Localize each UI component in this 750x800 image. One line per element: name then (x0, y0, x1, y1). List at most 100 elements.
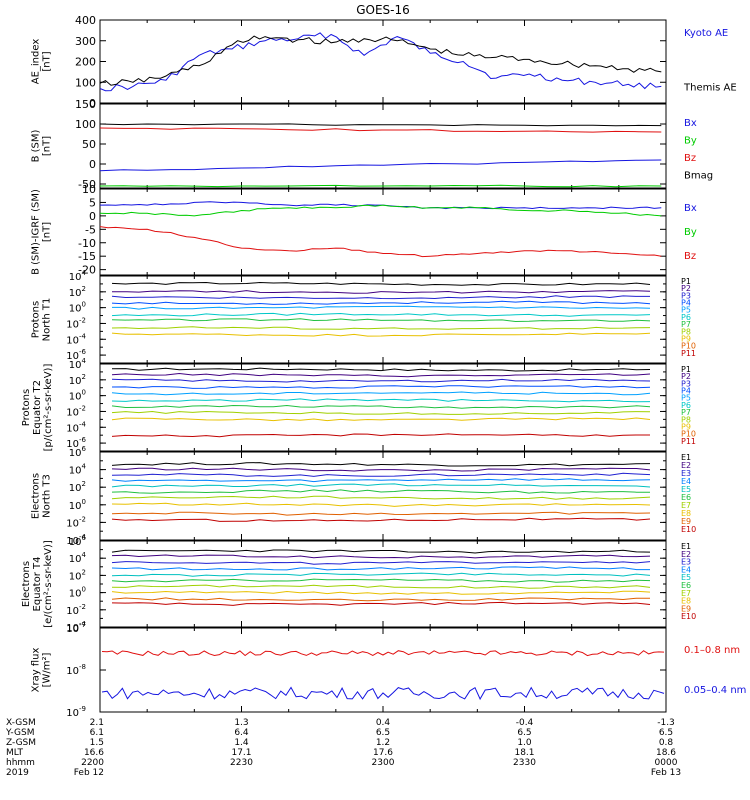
series-line-p7 (111, 404, 651, 409)
y-axis-label: Electrons (21, 561, 32, 607)
legend-entry: P10 (681, 430, 696, 439)
series-line-e5 (111, 572, 651, 577)
y-axis-label: Electrons (31, 473, 42, 519)
y-axis-label: Protons (21, 389, 32, 426)
legend-entry: P4 (681, 299, 691, 308)
series-line-bx (99, 159, 662, 172)
y-tick-label: -20 (78, 264, 96, 277)
series-line-p2 (111, 372, 651, 378)
x-axis-value: 17.1 (231, 748, 251, 758)
legend-entry: Bx (684, 203, 697, 214)
series-line-e10 (111, 517, 651, 522)
series-line-p6 (111, 312, 651, 317)
legend-entry: E5 (681, 485, 691, 494)
legend-entry: E10 (681, 612, 696, 621)
legend-entry: E9 (681, 604, 691, 613)
y-tick-label: 10-2 (66, 404, 86, 418)
figure-title: GOES-16 (356, 3, 410, 17)
panel-bsm: -50 0 50 100 150 B (SM) [nT] Bx By Bz Bmag (31, 98, 714, 191)
y-tick-label: -15 (78, 250, 96, 263)
y-tick-label: 104 (69, 357, 87, 371)
legend-entry: P1 (681, 277, 691, 286)
y-axis-label: [nT] (42, 222, 53, 242)
legend-entry: P7 (681, 320, 691, 329)
legend-entry: E3 (681, 469, 691, 478)
legend-entry: P1 (681, 365, 691, 374)
y-tick-label: 10 (82, 183, 96, 196)
y-tick-label: 100 (69, 586, 86, 600)
y-tick-label: 102 (69, 480, 86, 494)
legend-entry: P5 (681, 394, 691, 403)
x-axis-value: 6.5 (517, 728, 531, 738)
series-line-e2 (111, 467, 651, 472)
y-tick-label: 10-2 (66, 603, 86, 617)
x-axis-value: 6.5 (659, 728, 673, 738)
y-tick-label: 50 (82, 138, 96, 151)
y-axis-label: North T1 (42, 298, 53, 342)
legend-entry: 0.05–0.4 nm (684, 685, 746, 696)
series-line-e8 (111, 502, 651, 507)
x-axis-value: 2200 (81, 758, 104, 768)
legend-entry: P6 (681, 401, 691, 410)
series-line-p9 (111, 417, 651, 422)
y-tick-label: 104 (69, 269, 87, 283)
y-axis-label: B (SM) (31, 129, 42, 162)
x-axis-row-label: 2019 (6, 768, 29, 778)
legend-entry: P8 (681, 415, 691, 424)
series-line-p11 (111, 433, 650, 438)
x-axis-table: X-GSMY-GSMZ-GSMMLThhmm20192.16.11.516.62… (5, 718, 681, 778)
x-axis-value: 1.3 (234, 718, 248, 728)
y-axis-label: Xray flux (31, 648, 42, 693)
series-line-xray-long (101, 650, 665, 657)
series-line-e6 (111, 578, 651, 583)
series-line-e10 (111, 601, 651, 606)
x-axis-value: 1.2 (376, 738, 390, 748)
legend-entry: P9 (681, 334, 691, 343)
y-tick-label: 10-7 (66, 621, 86, 635)
series-line-e5 (111, 483, 651, 488)
y-tick-label: 10-8 (66, 663, 86, 677)
legend-entry: Kyoto AE (684, 28, 728, 39)
panel-xray: 10-9 10-8 10-7 Xray flux [W/m²] 0.1–0.8 nm 0.0… (31, 621, 747, 719)
y-tick-label: 300 (75, 35, 96, 48)
y-tick-label: 106 (69, 534, 87, 548)
panel-frame (99, 188, 667, 276)
x-axis-value: 1.5 (90, 738, 104, 748)
y-axis-label: AE_index (31, 39, 42, 85)
series-line-p5 (111, 391, 651, 396)
legend-entry: E6 (681, 493, 691, 502)
y-tick-label: -5 (85, 223, 96, 236)
series-line-p8 (111, 410, 651, 415)
legend-entry: Bz (684, 251, 696, 262)
y-tick-label: 100 (75, 118, 96, 131)
y-tick-label: 102 (69, 373, 86, 387)
panel-frame (99, 627, 667, 713)
legend-entry: E1 (681, 542, 691, 551)
x-axis-value: 17.6 (373, 748, 393, 758)
legend-entry: P6 (681, 313, 691, 322)
x-axis-value: -0.4 (516, 718, 534, 728)
series-line-e4 (111, 566, 650, 571)
x-axis-row-label: X-GSM (6, 718, 36, 728)
y-tick-label: 100 (69, 498, 86, 512)
x-axis-value: Feb 13 (651, 768, 681, 778)
legend-entry: Bx (684, 118, 697, 129)
x-axis-row-label: Z-GSM (6, 738, 36, 748)
legend-entry: E2 (681, 550, 691, 559)
series-line-e1 (111, 549, 651, 554)
y-axis-label: [W/m²] (42, 652, 53, 687)
legend-entry: P3 (681, 379, 691, 388)
y-tick-label: -50 (78, 178, 96, 191)
series-line-xray-short (101, 686, 665, 701)
legend-entry: P11 (681, 349, 696, 358)
legend-entry: P10 (681, 342, 696, 351)
x-axis-value: 1.4 (234, 738, 249, 748)
series-line-p3 (111, 378, 651, 383)
y-tick-label: 0 (89, 210, 96, 223)
y-tick-label: 150 (75, 98, 96, 111)
legend-entry: E6 (681, 581, 691, 590)
legend-entry: P2 (681, 372, 691, 381)
legend-entry: P3 (681, 291, 691, 300)
